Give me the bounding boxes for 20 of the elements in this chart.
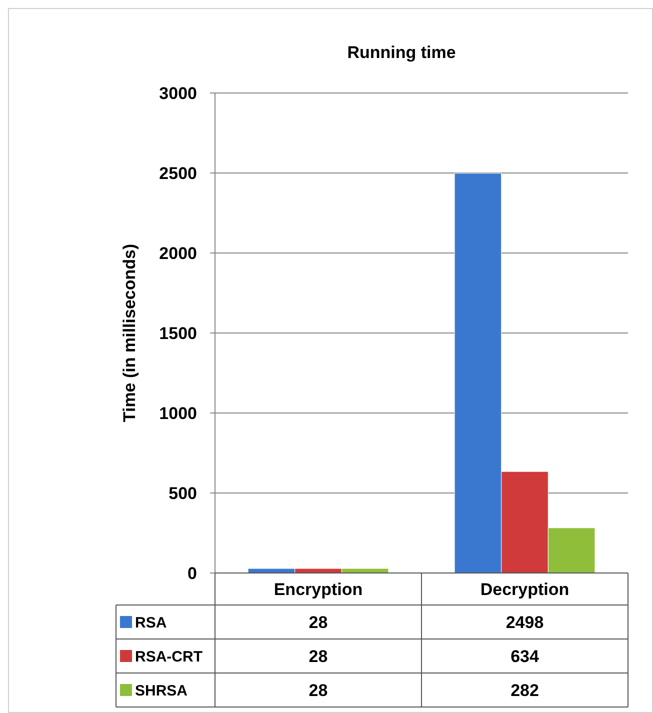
y-axis-title: Time (in milliseconds): [120, 244, 139, 422]
data-label: 28: [308, 612, 328, 632]
x-tick-label: Decryption: [480, 580, 570, 599]
y-tick-label: 1000: [159, 404, 197, 423]
y-tick-label: 3000: [159, 84, 197, 103]
legend-label: RSA-CRT: [135, 648, 202, 666]
y-tick-label: 1500: [159, 324, 197, 343]
y-tick-label: 2500: [159, 164, 197, 183]
data-label: 2498: [506, 612, 544, 632]
y-tick-label: 0: [188, 564, 197, 583]
x-tick-label: Encryption: [274, 580, 363, 599]
data-label: 28: [308, 646, 328, 666]
data-label: 634: [510, 646, 540, 666]
data-label: 282: [510, 680, 539, 700]
legend-label: SHRSA: [135, 682, 188, 700]
data-label: 28: [308, 680, 328, 700]
y-tick-label: 2000: [159, 244, 197, 263]
chart-title: Running time: [347, 43, 456, 62]
legend-label: RSA: [135, 614, 167, 632]
y-tick-label: 500: [168, 484, 197, 503]
